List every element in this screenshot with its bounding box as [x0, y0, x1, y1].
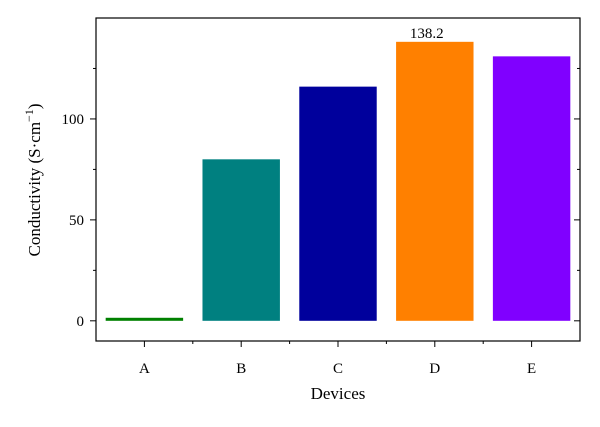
- x-tick-label: C: [333, 361, 343, 377]
- x-tick-label: B: [236, 361, 246, 377]
- y-axis-title-main: Conductivity (S·cm: [25, 122, 44, 257]
- bar-e: [492, 56, 571, 321]
- x-tick-label: D: [429, 361, 440, 377]
- bar-a: [105, 317, 184, 321]
- y-axis-title-superscript: −1: [22, 109, 36, 122]
- y-tick-label: 100: [62, 112, 85, 128]
- bar-d: [396, 41, 474, 321]
- y-axis: 0 50 100: [62, 67, 580, 330]
- bars-group: [105, 41, 571, 321]
- y-axis-title: Conductivity (S·cm−1): [22, 103, 44, 256]
- data-label: 138.2: [410, 26, 444, 42]
- x-axis-title: Devices: [311, 384, 366, 403]
- bar-c: [299, 86, 377, 321]
- y-axis-title-close: ): [25, 103, 44, 109]
- data-labels-group: 138.2: [410, 26, 444, 42]
- y-tick-label: 0: [77, 314, 85, 330]
- y-tick-label: 50: [69, 213, 84, 229]
- x-tick-label: E: [527, 361, 536, 377]
- x-tick-label: A: [139, 361, 150, 377]
- bar-b: [202, 159, 280, 321]
- x-axis: A B C D E: [139, 341, 536, 377]
